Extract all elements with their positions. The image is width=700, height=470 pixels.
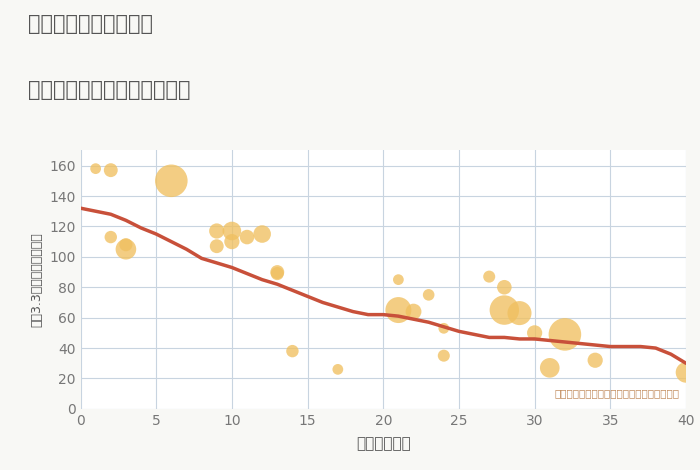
Point: [211, 227, 223, 235]
Point: [408, 308, 419, 315]
Point: [484, 273, 495, 281]
Point: [438, 325, 449, 332]
Point: [332, 366, 344, 373]
Text: 円の大きさは、取引のあった物件面積を示す: 円の大きさは、取引のあった物件面積を示す: [555, 389, 680, 399]
Point: [226, 227, 237, 235]
Point: [90, 165, 101, 172]
Text: 奈良県奈良市北袋町の: 奈良県奈良市北袋町の: [28, 14, 153, 34]
Point: [120, 245, 132, 253]
Point: [211, 243, 223, 250]
Point: [120, 241, 132, 249]
Point: [272, 270, 283, 277]
Y-axis label: 坪（3.3㎡）単価（万円）: 坪（3.3㎡）単価（万円）: [31, 232, 43, 327]
Point: [498, 283, 510, 291]
Point: [498, 306, 510, 314]
Point: [393, 306, 404, 314]
Point: [438, 352, 449, 360]
Point: [226, 238, 237, 245]
X-axis label: 築年数（年）: 築年数（年）: [356, 436, 411, 451]
Point: [256, 230, 267, 238]
Point: [559, 330, 570, 338]
Point: [105, 166, 116, 174]
Point: [272, 268, 283, 276]
Point: [529, 329, 540, 337]
Text: 築年数別中古マンション価格: 築年数別中古マンション価格: [28, 80, 190, 100]
Point: [423, 291, 434, 298]
Point: [680, 368, 692, 376]
Point: [393, 276, 404, 283]
Point: [105, 233, 116, 241]
Point: [589, 356, 601, 364]
Point: [241, 233, 253, 241]
Point: [287, 347, 298, 355]
Point: [514, 309, 525, 317]
Point: [166, 177, 177, 185]
Point: [544, 364, 555, 372]
